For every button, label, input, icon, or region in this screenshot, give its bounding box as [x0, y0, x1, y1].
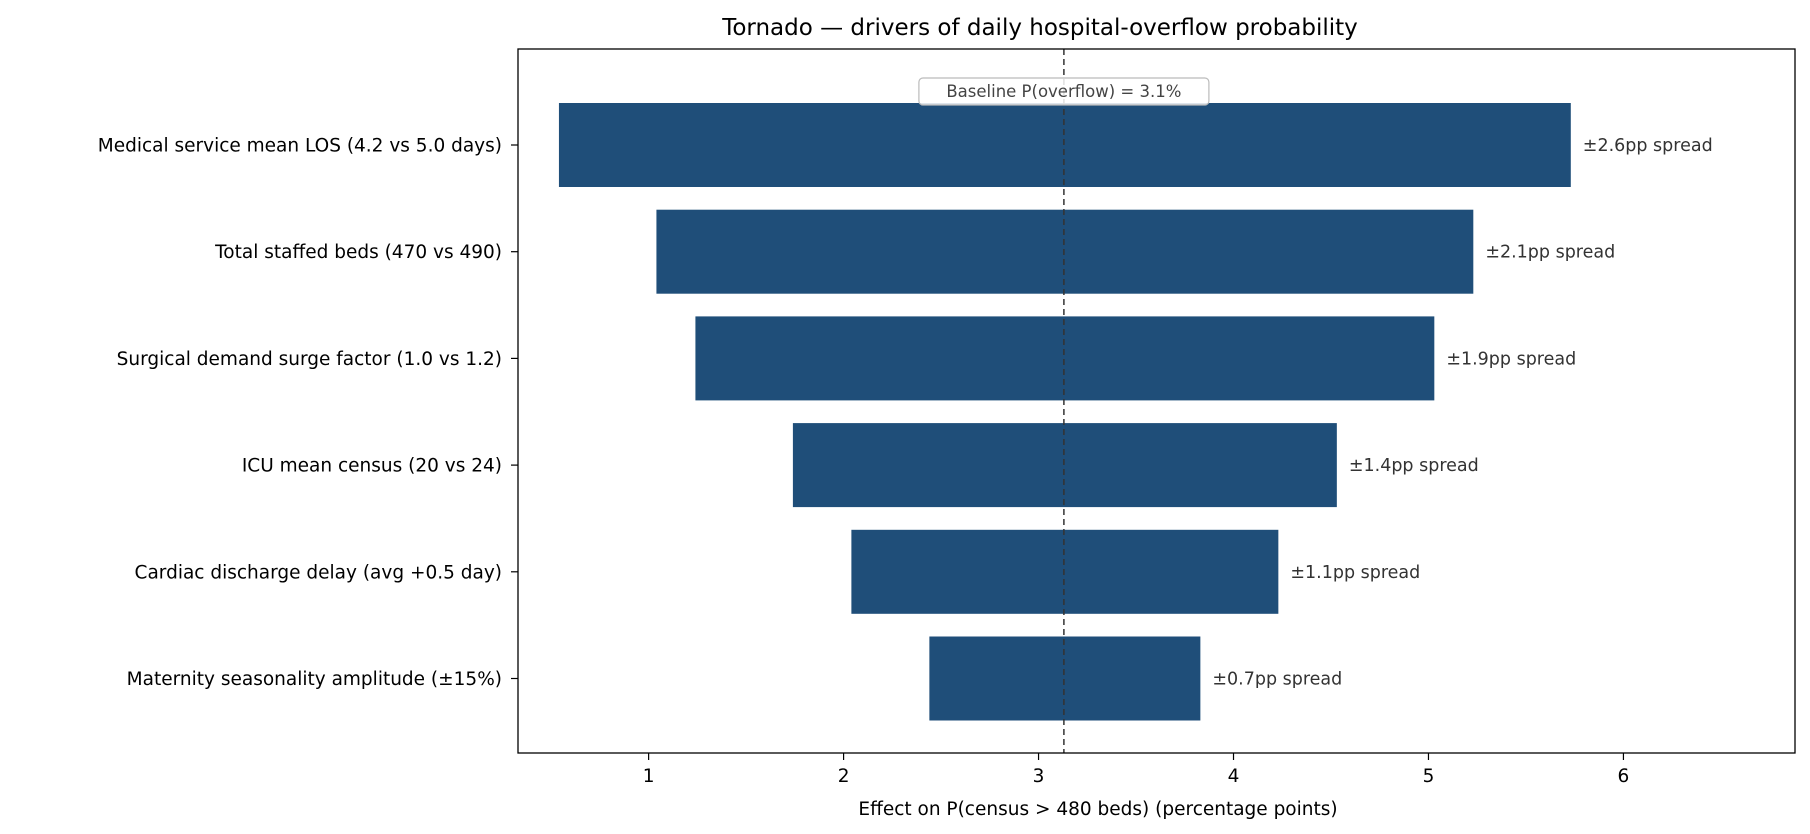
data-label-4: ±1.1pp spread: [1290, 563, 1420, 583]
category-label-4: Cardiac discharge delay (avg +0.5 day): [135, 562, 502, 583]
category-label-0: Medical service mean LOS (4.2 vs 5.0 day…: [98, 136, 502, 157]
data-label-3: ±1.4pp spread: [1349, 456, 1479, 476]
x-tick-label-1: 2: [838, 766, 850, 787]
x-tick-label-0: 1: [643, 766, 655, 787]
bar-4: [851, 529, 1279, 614]
bar-1: [656, 209, 1474, 294]
bar-5: [929, 636, 1201, 721]
x-axis-ticks: 1 2 3 4 5 6: [643, 753, 1630, 787]
data-label-0: ±2.6pp spread: [1583, 136, 1713, 156]
category-label-1: Total staffed beds (470 vs 490): [214, 242, 502, 263]
baseline-annotation-box: [918, 77, 1210, 106]
plot-frame: [517, 48, 1796, 754]
bar-3: [792, 423, 1337, 508]
x-tick-label-5: 6: [1618, 766, 1630, 787]
x-tick-label-3: 4: [1228, 766, 1240, 787]
data-labels: ±2.6pp spread ±2.1pp spread ±1.9pp spread ±…: [1212, 136, 1712, 690]
data-label-2: ±1.9pp spread: [1446, 349, 1576, 369]
baseline-annotation-label: Baseline P(overflow) = 3.1%: [946, 82, 1181, 101]
x-tick-label-2: 3: [1033, 766, 1045, 787]
baseline-annotation: Baseline P(overflow) = 3.1%: [918, 77, 1210, 106]
category-label-2: Surgical demand surge factor (1.0 vs 1.2…: [117, 349, 502, 370]
x-axis-label: Effect on P(census > 480 beds) (percenta…: [858, 799, 1337, 820]
category-label-5: Maternity seasonality amplitude (±15%): [127, 669, 502, 690]
category-labels: Medical service mean LOS (4.2 vs 5.0 day…: [98, 136, 518, 690]
bars-group: [558, 103, 1571, 721]
bar-2: [695, 316, 1435, 401]
data-label-5: ±0.7pp spread: [1212, 670, 1342, 690]
x-tick-label-4: 5: [1423, 766, 1435, 787]
data-label-1: ±2.1pp spread: [1485, 243, 1615, 263]
category-label-3: ICU mean census (20 vs 24): [242, 456, 502, 477]
chart-title: Tornado — drivers of daily hospital-over…: [721, 15, 1358, 41]
bar-0: [558, 103, 1571, 187]
